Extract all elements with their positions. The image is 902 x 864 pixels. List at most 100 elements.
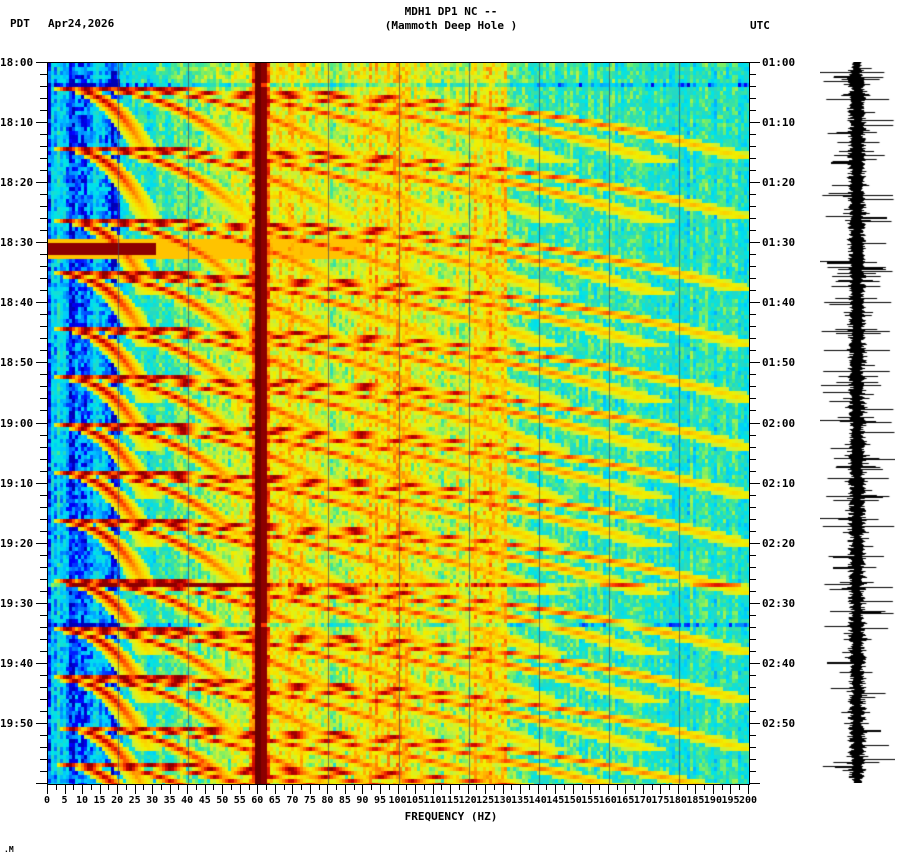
time-utc-tick [749, 362, 760, 363]
time-local-tick [40, 410, 47, 411]
time-local-label: 18:20 [0, 176, 34, 190]
time-local-tick [40, 759, 47, 760]
time-local-tick [40, 158, 47, 159]
freq-tick [327, 784, 328, 794]
time-utc-tick [749, 675, 756, 676]
time-utc-label: 02:50 [762, 716, 796, 730]
time-local-tick [40, 711, 47, 712]
freq-tick [573, 784, 574, 794]
time-local-tick [40, 507, 47, 508]
time-local-tick [40, 651, 47, 652]
freq-tick-label: 15 [93, 795, 106, 806]
freq-tick-label: 165 [616, 795, 635, 806]
freq-tick [590, 784, 591, 794]
time-utc-tick [749, 386, 756, 387]
freq-tick-label: 110 [423, 795, 442, 806]
freq-tick [695, 784, 696, 794]
freq-tick-label: 150 [563, 795, 582, 806]
time-utc-tick [749, 723, 760, 724]
time-utc-tick [749, 591, 756, 592]
freq-tick [249, 784, 250, 790]
freq-tick-label: 185 [686, 795, 705, 806]
freq-tick [161, 784, 162, 790]
spectrogram-canvas [48, 63, 749, 784]
freq-tick [231, 784, 232, 790]
time-local-label: 18:00 [0, 56, 34, 69]
time-utc-tick [749, 338, 756, 339]
time-local-label: 18:40 [0, 296, 34, 310]
time-local-tick [40, 471, 47, 472]
time-local-tick [36, 302, 47, 303]
freq-tick [468, 784, 469, 794]
freq-tick-label: 135 [511, 795, 530, 806]
freq-tick-label: 5 [61, 795, 68, 806]
time-utc-tick [749, 182, 760, 183]
freq-tick [678, 784, 679, 794]
time-utc-tick [749, 735, 756, 736]
time-local-tick [40, 675, 47, 676]
time-local-tick [40, 170, 47, 171]
freq-tick [91, 784, 92, 790]
time-local-tick [40, 398, 47, 399]
freq-tick [652, 784, 653, 790]
freq-tick [450, 784, 451, 794]
time-utc-tick [749, 543, 760, 544]
freq-tick [319, 784, 320, 790]
time-local-label: 19:30 [0, 596, 34, 610]
time-local-tick [36, 663, 47, 664]
freq-tick [354, 784, 355, 790]
seismogram-canvas [820, 62, 895, 783]
freq-tick [222, 784, 223, 794]
freq-tick-label: 125 [476, 795, 495, 806]
time-local-label: 19:40 [0, 656, 34, 670]
spectrogram-plot[interactable] [47, 62, 750, 785]
time-utc-tick [749, 435, 756, 436]
time-utc-tick [749, 254, 756, 255]
time-local-label: 19:10 [0, 476, 34, 490]
time-utc-tick [749, 483, 760, 484]
time-local-tick [36, 362, 47, 363]
freq-tick [275, 784, 276, 794]
freq-tick [100, 784, 101, 794]
freq-tick-label: 10 [76, 795, 89, 806]
corner-mark: .M [4, 845, 14, 854]
time-utc-label: 02:10 [762, 476, 796, 490]
time-utc-tick [749, 531, 756, 532]
time-local-tick [40, 519, 47, 520]
freq-tick-label: 100 [388, 795, 407, 806]
freq-tick-label: 160 [598, 795, 617, 806]
freq-tick [511, 784, 512, 790]
time-utc-tick [749, 519, 756, 520]
freq-tick [669, 784, 670, 790]
freq-tick-label: 50 [216, 795, 229, 806]
freq-tick [520, 784, 521, 794]
time-local-tick [40, 86, 47, 87]
frequency-axis-ticks: 0 5 10 15 20 25 30 35 40 45 50 55 60 65 70 75 80 85 90 95 10… [0, 795, 902, 809]
freq-tick [380, 784, 381, 794]
freq-tick [730, 784, 731, 794]
freq-tick [608, 784, 609, 794]
time-local-label: 18:50 [0, 356, 34, 370]
freq-tick-label: 75 [303, 795, 316, 806]
freq-tick [494, 784, 495, 790]
freq-tick-label: 175 [651, 795, 670, 806]
time-local-tick [40, 110, 47, 111]
freq-tick [82, 784, 83, 794]
freq-tick-label: 120 [458, 795, 477, 806]
freq-tick [441, 784, 442, 790]
time-utc-tick [749, 447, 756, 448]
time-local-tick [40, 350, 47, 351]
time-utc-tick [749, 423, 760, 424]
freq-tick [459, 784, 460, 790]
freq-tick-label: 200 [738, 795, 758, 806]
time-utc-tick [749, 98, 756, 99]
freq-tick [257, 784, 258, 794]
frequency-axis-title: FREQUENCY (HZ) [404, 810, 498, 823]
time-local-tick [40, 531, 47, 532]
time-local-label: 18:30 [0, 236, 34, 250]
freq-tick [371, 784, 372, 790]
time-utc-label: 01:10 [762, 116, 796, 130]
time-utc-tick [749, 507, 756, 508]
time-local-tick [40, 627, 47, 628]
seismogram-trace-panel [820, 62, 895, 783]
